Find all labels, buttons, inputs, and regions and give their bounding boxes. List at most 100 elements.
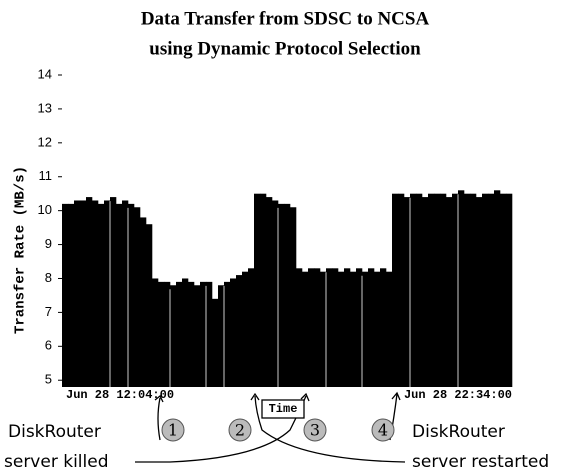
step-circle [371, 418, 395, 442]
bar [272, 200, 279, 387]
x-tick-label: Jun 28 22:34:00 [404, 388, 512, 402]
bar [122, 200, 129, 387]
arrow-head [300, 392, 310, 402]
bar [62, 203, 69, 387]
bar [170, 285, 177, 387]
bar [248, 268, 255, 387]
bar [332, 268, 339, 387]
y-tick-label: 9 [45, 236, 52, 251]
bar [362, 271, 369, 387]
bar [308, 268, 315, 387]
bar [470, 193, 477, 387]
bar [434, 193, 441, 387]
arrow [254, 395, 406, 463]
arrow-head [154, 394, 164, 403]
y-tick-label: 13 [38, 100, 52, 115]
bar [104, 200, 111, 387]
y-tick-label: 11 [39, 168, 53, 183]
bar [458, 190, 465, 387]
bar [128, 203, 135, 387]
bar [194, 285, 201, 387]
bar [176, 281, 183, 387]
bar [146, 224, 153, 387]
bar [80, 200, 87, 387]
bar [182, 278, 189, 387]
bar [476, 197, 483, 387]
bar [290, 207, 297, 387]
bar [260, 193, 267, 387]
bar [110, 197, 117, 387]
step-number: 1 [168, 421, 178, 440]
arrow [157, 397, 161, 441]
bar [350, 271, 357, 387]
step-circle [161, 418, 185, 442]
bar [68, 203, 75, 387]
annotation: Time [269, 402, 298, 416]
step-number: 2 [235, 421, 245, 440]
bar [284, 203, 291, 387]
bar [422, 197, 429, 387]
bar [314, 268, 321, 387]
bar [488, 193, 495, 387]
bar [266, 197, 273, 387]
step-number: 3 [310, 421, 320, 440]
bar [482, 193, 489, 387]
bar [428, 193, 435, 387]
bar [380, 268, 387, 387]
y-tick-label: 7 [45, 304, 52, 319]
bar [212, 298, 219, 387]
bar [320, 271, 327, 387]
chart-subtitle: using Dynamic Protocol Selection [149, 38, 421, 59]
bar [404, 197, 411, 387]
arrow-head [250, 392, 260, 401]
annotation: DiskRouter [8, 422, 101, 442]
bar [74, 200, 81, 387]
y-tick-label: 10 [38, 202, 52, 217]
bar [446, 197, 453, 387]
bar [398, 193, 405, 387]
bar [188, 281, 195, 387]
y-tick-label: 6 [45, 338, 52, 353]
bar [140, 217, 147, 387]
bar [506, 193, 513, 387]
annotation: DiskRouter [412, 422, 505, 442]
x-tick-label: Jun 28 12:04:00 [66, 388, 174, 402]
bar [134, 207, 141, 387]
y-tick-label: 8 [45, 270, 52, 285]
bar [392, 193, 399, 387]
y-tick-label: 12 [38, 134, 52, 149]
arrow-head [391, 391, 401, 401]
bar [254, 193, 261, 387]
bar [158, 281, 165, 387]
chart-title: Data Transfer from SDSC to NCSA [141, 8, 430, 29]
y-axis-label: Transfer Rate (MB/s) [13, 166, 29, 334]
bar [218, 285, 225, 387]
bar [464, 193, 471, 387]
bar [98, 203, 105, 387]
bar [416, 193, 423, 387]
time-box [261, 399, 305, 419]
annotation: server killed [4, 452, 108, 472]
bar [278, 203, 285, 387]
bar [452, 193, 459, 387]
bar [338, 271, 345, 387]
bar [410, 193, 417, 387]
step-circle [228, 418, 252, 442]
bar [164, 281, 171, 387]
bar [206, 281, 213, 387]
y-tick-label: 14 [38, 66, 52, 81]
bar [224, 281, 231, 387]
bar [92, 200, 99, 387]
step-circle [303, 418, 327, 442]
bar [494, 190, 501, 387]
bar [356, 268, 363, 387]
bar [374, 271, 381, 387]
bar [440, 193, 447, 387]
annotation-arrows [135, 391, 406, 463]
bar [200, 281, 207, 387]
bar [116, 203, 123, 387]
bar [86, 197, 93, 387]
bar [500, 193, 507, 387]
step-number: 4 [378, 421, 388, 440]
